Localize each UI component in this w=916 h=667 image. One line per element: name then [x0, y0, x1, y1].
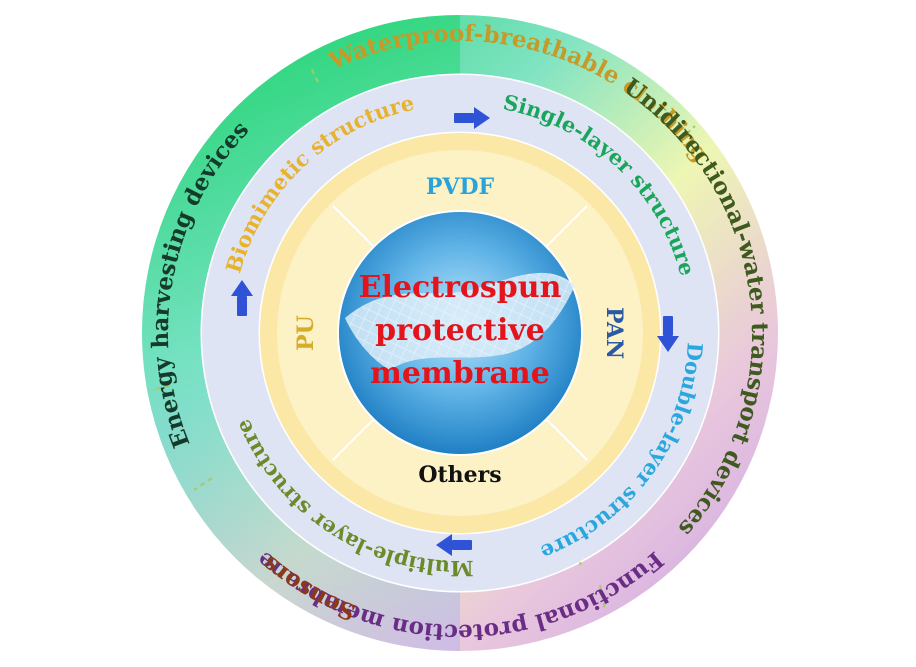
material-others: Others	[418, 462, 501, 488]
arrow-down-icon	[657, 316, 679, 352]
arrow-up-icon	[231, 280, 253, 316]
arrow-left-icon	[436, 534, 472, 556]
material-dividers	[332, 205, 588, 461]
center-title-line-2: protective	[375, 313, 545, 348]
arrow-right-icon	[454, 107, 490, 129]
material-pvdf: PVDF	[426, 174, 495, 200]
structure-arrows	[231, 107, 679, 556]
materials: PVDF PAN Others PU	[293, 174, 627, 488]
center-title: Electrospun protective membrane	[359, 270, 562, 391]
center-title-line-3: membrane	[370, 356, 550, 391]
material-pu: PU	[293, 315, 319, 351]
center-title-line-1: Electrospun	[359, 270, 562, 305]
membrane-sheet-texture	[345, 272, 575, 370]
material-pan: PAN	[601, 307, 627, 359]
